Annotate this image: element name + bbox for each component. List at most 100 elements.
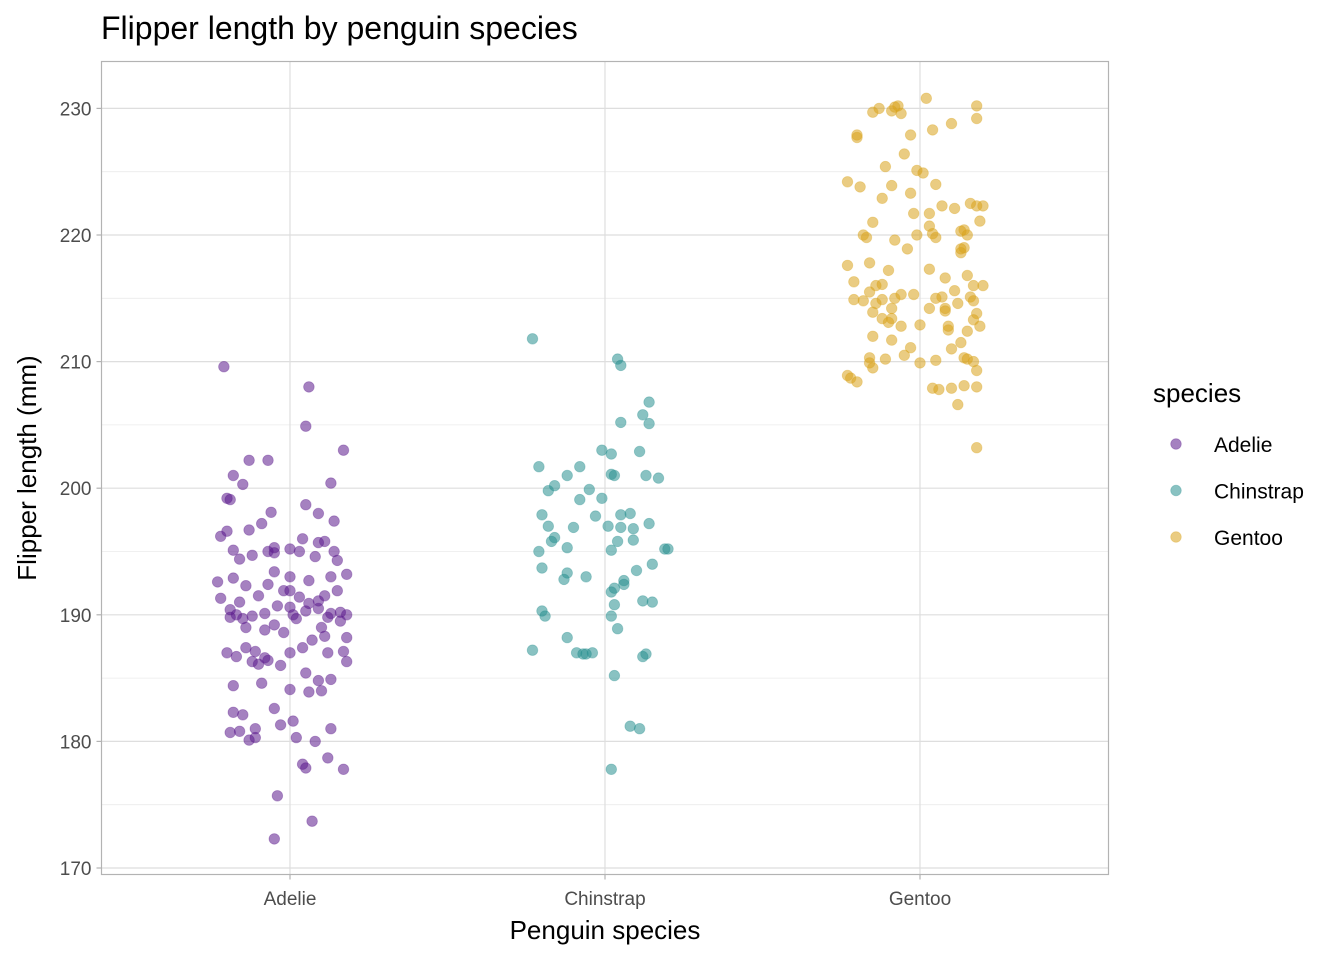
data-point	[886, 302, 898, 315]
data-point	[309, 550, 321, 563]
data-point	[870, 279, 882, 292]
data-point	[605, 544, 618, 556]
data-point	[627, 534, 640, 546]
legend-key	[1170, 484, 1182, 497]
data-point	[860, 231, 873, 244]
data-point	[545, 535, 558, 548]
data-point	[889, 234, 901, 246]
legend-title: species	[1153, 378, 1241, 408]
data-point	[252, 590, 265, 602]
y-tick-label: 190	[60, 606, 92, 627]
data-point	[967, 295, 980, 307]
data-point	[914, 319, 926, 331]
data-point	[948, 285, 961, 297]
data-point	[262, 454, 274, 467]
x-tick-label: Gentoo	[889, 889, 951, 910]
data-point	[624, 720, 636, 732]
data-point	[920, 92, 933, 105]
data-point	[971, 364, 983, 377]
data-point	[886, 334, 898, 346]
data-point	[955, 336, 967, 349]
data-point	[608, 669, 621, 682]
data-point	[284, 683, 296, 696]
data-point	[561, 469, 573, 482]
data-point	[895, 320, 907, 332]
data-point	[971, 112, 983, 125]
data-point	[259, 624, 271, 636]
data-point	[243, 524, 255, 536]
data-point	[886, 179, 898, 192]
data-point	[246, 610, 258, 622]
data-point	[233, 725, 246, 738]
data-point	[322, 752, 334, 764]
data-point	[237, 478, 249, 491]
data-point	[290, 731, 303, 744]
data-point	[539, 610, 551, 622]
data-point	[262, 578, 274, 591]
data-point	[542, 485, 555, 497]
data-point	[618, 578, 630, 591]
data-point	[923, 302, 936, 315]
data-point	[303, 686, 315, 698]
data-point	[262, 654, 274, 667]
data-points	[211, 92, 989, 845]
data-point	[337, 444, 350, 456]
data-point	[325, 723, 337, 735]
data-point	[331, 585, 344, 597]
data-point	[256, 677, 268, 689]
data-point	[233, 553, 246, 565]
data-point	[296, 533, 309, 545]
data-point	[605, 586, 618, 598]
legend: species Adelie Chinstrap Gentoo	[1153, 378, 1304, 550]
data-point	[977, 279, 989, 292]
data-point	[863, 257, 876, 269]
major-gridlines	[101, 61, 1109, 875]
data-point	[596, 444, 608, 456]
data-point	[876, 192, 888, 205]
y-axis-ticks: 170 180 190 200 210 220 230	[60, 99, 102, 880]
data-point	[300, 762, 312, 774]
data-point	[867, 362, 879, 374]
data-point	[268, 833, 281, 845]
data-point	[268, 547, 281, 559]
data-point	[854, 181, 866, 193]
data-point	[608, 599, 621, 611]
data-point	[303, 597, 315, 610]
legend-item-gentoo: Gentoo	[1170, 527, 1283, 550]
data-point	[602, 520, 614, 532]
data-point	[337, 763, 350, 776]
data-point	[526, 333, 539, 345]
data-point	[319, 590, 331, 602]
chart-title: Flipper length by penguin species	[101, 10, 578, 46]
data-point	[319, 630, 331, 643]
data-point	[643, 396, 655, 408]
data-point	[898, 148, 911, 160]
data-point	[971, 100, 983, 112]
data-point	[958, 380, 970, 392]
data-point	[574, 461, 586, 473]
data-point	[233, 596, 246, 608]
data-point	[974, 215, 986, 227]
data-point	[341, 568, 353, 581]
data-point	[293, 545, 306, 558]
data-point	[596, 492, 608, 505]
data-point	[533, 461, 545, 473]
data-point	[265, 506, 277, 519]
data-point	[637, 409, 649, 421]
data-point	[939, 272, 951, 284]
legend-label: Chinstrap	[1214, 481, 1304, 504]
x-tick-label: Chinstrap	[564, 889, 645, 910]
data-point	[287, 715, 299, 727]
data-point	[908, 288, 920, 301]
data-point	[240, 580, 252, 592]
data-point	[322, 611, 334, 624]
data-point	[637, 595, 649, 607]
data-point	[841, 176, 854, 188]
data-point	[312, 602, 325, 615]
data-point	[240, 621, 252, 634]
data-point	[867, 106, 879, 118]
data-point	[300, 420, 312, 432]
data-point	[278, 585, 290, 597]
legend-label: Adelie	[1214, 434, 1272, 457]
y-tick-label: 180	[60, 732, 92, 753]
